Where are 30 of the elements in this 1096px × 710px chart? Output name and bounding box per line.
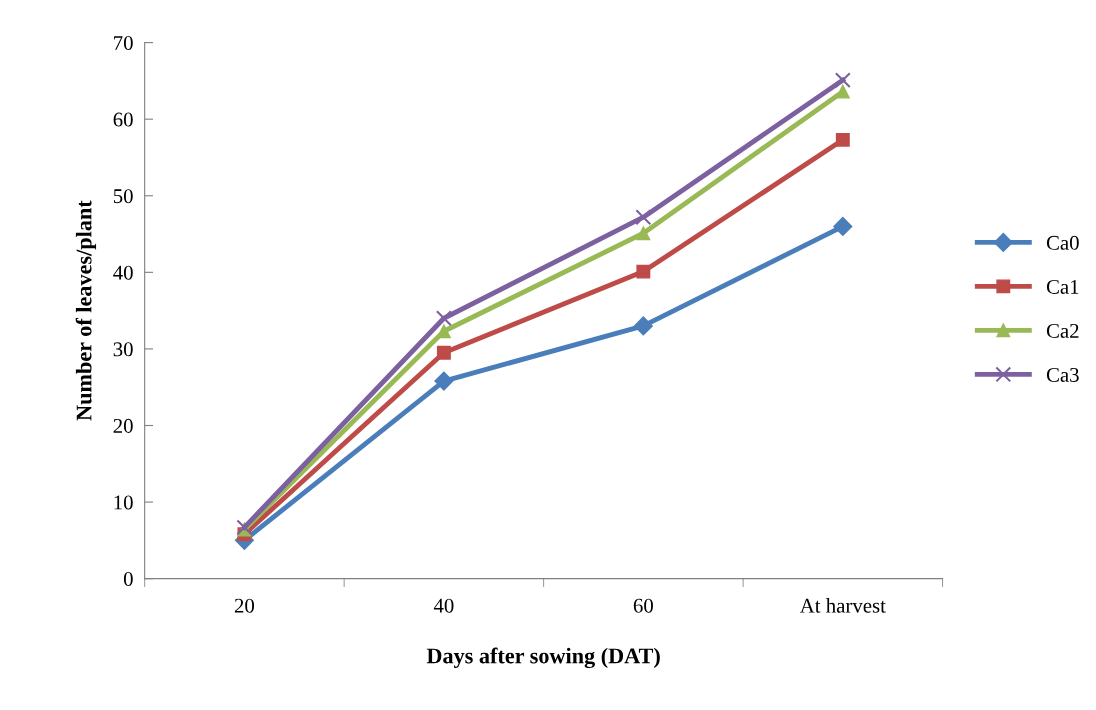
x-tick-label: At harvest <box>799 598 886 613</box>
x-tick-label: 60 <box>633 598 653 613</box>
point <box>436 324 451 339</box>
point <box>834 72 851 89</box>
point <box>835 132 850 147</box>
legend-label: Ca1 <box>1046 279 1079 294</box>
point <box>636 264 651 279</box>
y-tick-label: 0 <box>123 572 133 587</box>
point <box>636 226 651 241</box>
point <box>436 345 451 360</box>
point <box>434 371 454 391</box>
y-tick-label: 30 <box>113 342 133 357</box>
y-tick-label: 70 <box>114 35 133 51</box>
point <box>435 310 452 327</box>
x-axis-title: Days after sowing (DAT) <box>426 647 660 669</box>
x-tick-label: 20 <box>234 598 255 613</box>
x-tick-label: 40 <box>433 598 454 613</box>
point <box>835 84 850 99</box>
y-tick-label: 60 <box>113 112 133 127</box>
legend-label: Ca2 <box>1046 323 1079 338</box>
point <box>833 216 853 236</box>
y-axis-title: Number of leaves/plant <box>75 200 97 421</box>
point <box>635 209 652 226</box>
y-tick-label: 50 <box>113 189 133 204</box>
legend-label: Ca3 <box>1046 367 1079 382</box>
legend-label: Ca0 <box>1046 235 1079 250</box>
y-tick-label: 10 <box>114 495 133 510</box>
point <box>633 316 653 336</box>
y-tick-label: 40 <box>113 265 133 280</box>
y-tick-label: 20 <box>113 418 133 433</box>
